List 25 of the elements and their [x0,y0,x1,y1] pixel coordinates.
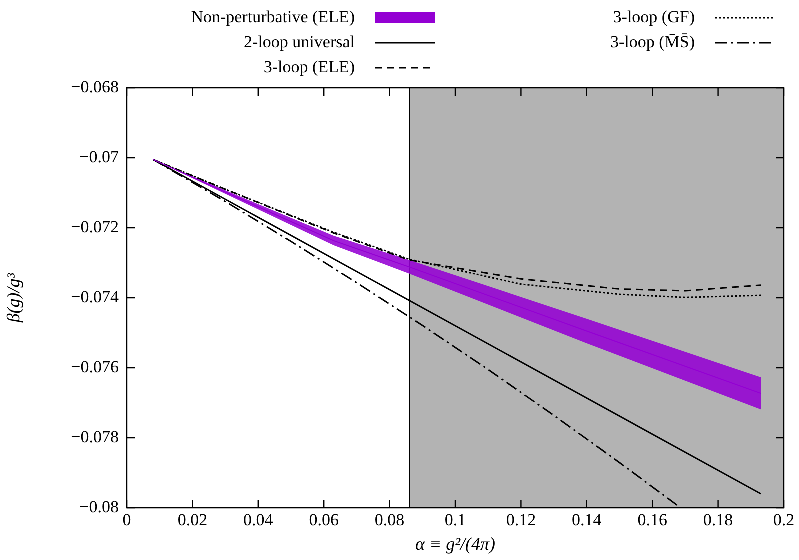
y-tick-label: −0.08 [80,497,119,516]
legend-label: 3-loop (M̄S̄) [610,32,695,52]
y-tick-label: −0.078 [71,427,119,446]
legend-label: 3-loop (GF) [613,7,695,26]
x-tick-label: 0.08 [374,510,405,530]
x-axis-title: α ≡ g²/(4π) [416,534,496,554]
y-tick-label: −0.074 [71,287,120,306]
y-tick-label: −0.076 [71,357,119,376]
y-tick-label: −0.068 [71,77,119,96]
x-tick-label: 0.06 [309,510,339,530]
legend-label: 2-loop universal [244,32,356,52]
y-axis-title: β(g)/g³ [4,272,24,324]
y-tick-label: −0.07 [80,147,120,166]
x-tick-label: 0.18 [703,510,734,530]
x-tick-label: 0.2 [773,510,795,530]
x-tick-label: 0.04 [244,510,274,530]
x-tick-label: 0.14 [572,510,602,530]
legend-label: 3-loop (ELE) [264,57,355,76]
x-tick-label: 0 [122,510,132,530]
y-tick-label: −0.072 [71,217,119,236]
x-tick-label: 0.12 [506,510,536,530]
x-tick-label: 0.02 [178,510,208,530]
legend-label: Non-perturbative (ELE) [191,7,355,26]
x-tick-label: 0.16 [638,510,668,530]
x-tick-label: 0.1 [444,510,466,530]
